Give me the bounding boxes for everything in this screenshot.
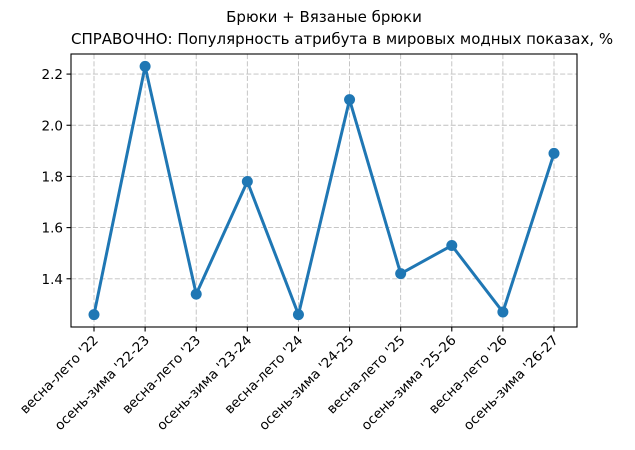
- data-point: [241, 176, 253, 188]
- data-point: [497, 306, 509, 318]
- chart-title-line2: СПРАВОЧНО: Популярность атрибута в миров…: [71, 30, 614, 48]
- data-point: [548, 147, 560, 159]
- data-line: [92, 64, 556, 317]
- x-tick-label: осень-зима '24-25: [256, 333, 357, 434]
- data-point: [88, 309, 100, 321]
- y-tick-label: 2.0: [42, 118, 63, 134]
- x-tick-label: осень-зима '23-24: [154, 333, 255, 434]
- x-tick-label: осень-зима '25-26: [358, 333, 459, 434]
- y-tick-label: 1.6: [42, 221, 63, 237]
- y-tick-label: 1.4: [42, 272, 63, 288]
- data-point: [446, 240, 458, 252]
- x-tick-label: осень-зима '22-23: [52, 333, 153, 434]
- axes-spines: [70, 53, 578, 328]
- y-tick-label: 1.8: [42, 169, 63, 185]
- data-point: [395, 268, 407, 280]
- x-tick-label: осень-зима '26-27: [461, 333, 562, 434]
- y-tick-label: 2.2: [42, 67, 63, 83]
- data-point: [139, 60, 151, 72]
- data-point: [190, 288, 202, 300]
- chart-title-line1: Брюки + Вязаные брюки: [226, 8, 422, 26]
- data-point: [344, 94, 356, 106]
- chart-title: Брюки + Вязаные брюки СПРАВОЧНО: Популяр…: [71, 6, 614, 50]
- data-point: [292, 309, 304, 321]
